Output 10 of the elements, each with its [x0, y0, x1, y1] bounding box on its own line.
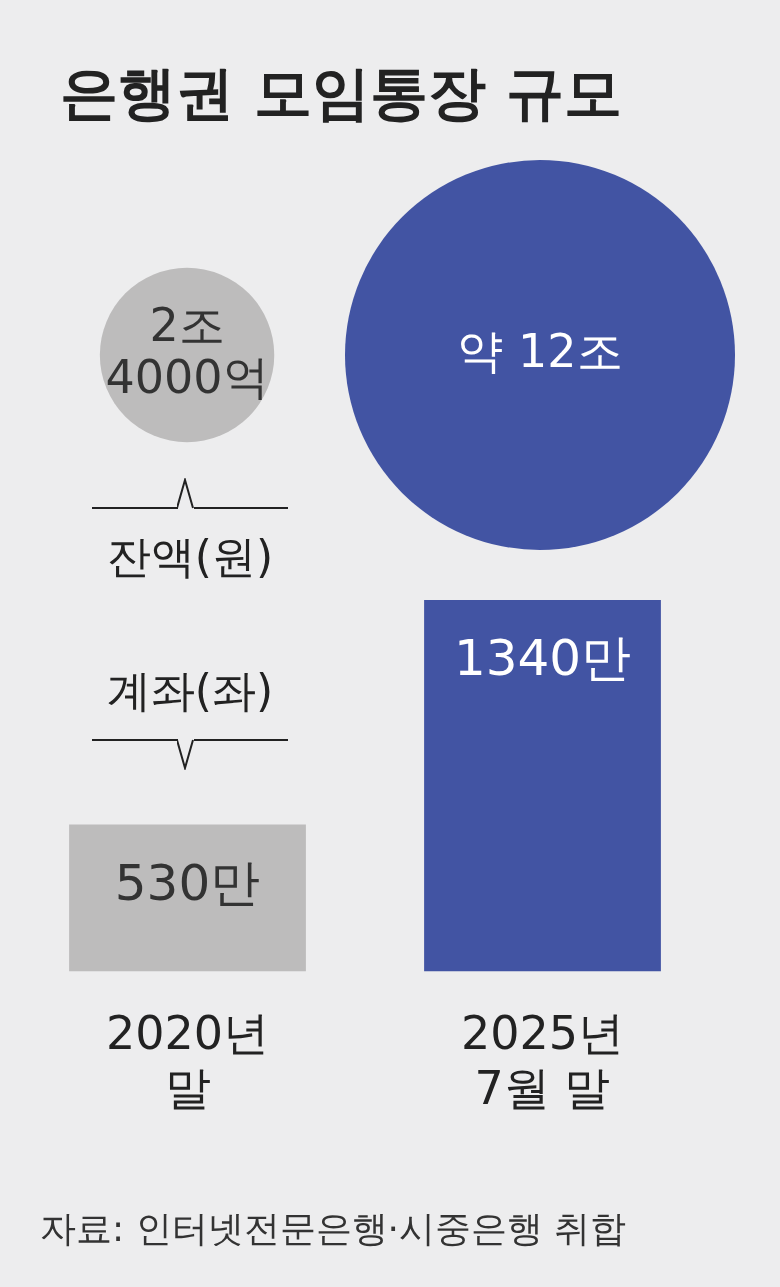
data-label: 약 12조 [457, 323, 623, 378]
data-label: 530만 [114, 853, 261, 912]
text: 잔액(원) [105, 530, 275, 584]
y-axis-title: 계좌(좌) [105, 664, 275, 718]
x-tick-label: 2025년 7월 말 [460, 1006, 625, 1116]
text: 은행권 모임통장 규모 [60, 58, 623, 129]
data-label: 2조 4000억 [105, 297, 269, 404]
x-tick-label: 2020년 말 [105, 1006, 270, 1116]
data-label: 1340만 [453, 628, 632, 687]
text: 자료: 인터넷전문은행·시중은행 취합 [40, 1207, 627, 1251]
